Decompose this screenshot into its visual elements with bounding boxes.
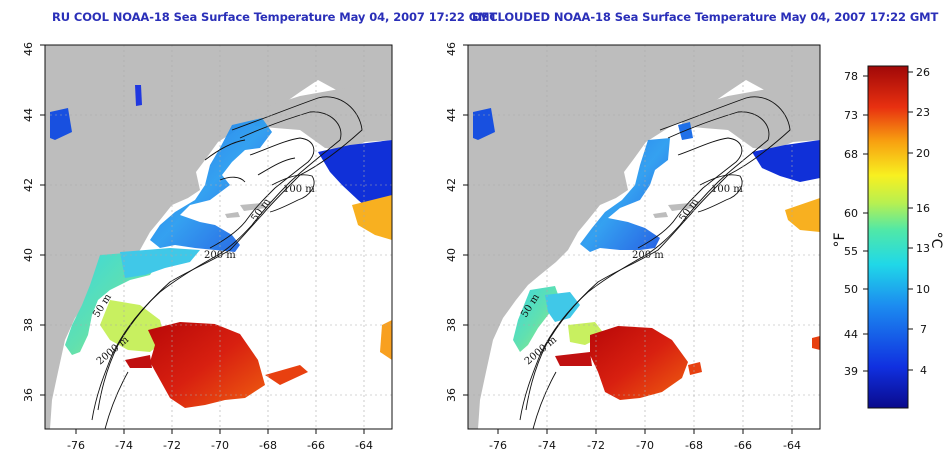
sst-warm-core xyxy=(590,326,688,400)
land-island xyxy=(225,212,240,218)
lat-tick-label: 44 xyxy=(445,108,458,122)
land-island xyxy=(240,203,266,211)
lon-tick-label: -70 xyxy=(211,439,229,452)
lat-tick-label: 36 xyxy=(445,388,458,402)
colorbar-gradient xyxy=(867,65,909,409)
bathymetry-contours xyxy=(519,96,791,429)
contour-label-100m: 100 m xyxy=(711,184,743,195)
lat-tick-label: 42 xyxy=(445,178,458,192)
bathymetry-contours xyxy=(91,96,363,429)
right-map-area: 100 m 50 m 200 m 50 m 2000 m xyxy=(468,45,820,429)
graticule xyxy=(468,45,820,429)
sst-coastal xyxy=(65,252,160,355)
lat-tick-label: 36 xyxy=(22,388,35,402)
lon-tick-label: -74 xyxy=(538,439,556,452)
sst-west-cold xyxy=(50,108,72,140)
lat-tick-label: 42 xyxy=(22,178,35,192)
colorbar-c-tick: 7 xyxy=(920,323,927,336)
left-map-area: 100 m 50 m 200 m 50 m 2000 m xyxy=(45,45,392,429)
sst-warm-core xyxy=(148,322,265,408)
sst-west-cold xyxy=(135,85,142,106)
lon-tick-label: -72 xyxy=(587,439,605,452)
sst-warm-tail xyxy=(265,365,308,385)
lon-tick-label: -72 xyxy=(163,439,181,452)
lat-tick-label: 40 xyxy=(22,248,35,262)
land-mass xyxy=(468,45,820,429)
colorbar-c-tick: 4 xyxy=(920,364,927,377)
colorbar-f-tick: 44 xyxy=(844,328,858,341)
sst-slope-warm xyxy=(785,198,820,232)
lon-tick-label: -68 xyxy=(685,439,703,452)
lat-tick-label: 46 xyxy=(445,42,458,56)
colorbar-f-tick: 55 xyxy=(844,245,858,258)
sst-midshelf xyxy=(120,248,200,278)
left-map-panel: 100 m 50 m 200 m 50 m 2000 m xyxy=(22,42,393,452)
land-mass xyxy=(45,45,392,429)
lat-tick-label: 44 xyxy=(22,108,35,122)
sst-slope-warm xyxy=(352,195,392,240)
sst-gulf-maine-cold xyxy=(752,140,820,182)
left-map-title: RU COOL NOAA-18 Sea Surface Temperature … xyxy=(52,10,498,24)
lon-tick-label: -74 xyxy=(115,439,133,452)
sst-gulf-maine-cold xyxy=(318,140,392,210)
lat-tick-label: 40 xyxy=(445,248,458,262)
colorbar-f-tick: 39 xyxy=(844,365,858,378)
colorbar-f-tick: 68 xyxy=(844,148,858,161)
sst-warm-tail xyxy=(555,352,592,366)
lon-tick-label: -70 xyxy=(636,439,654,452)
right-map-title: DECLOUDED NOAA-18 Sea Surface Temperatur… xyxy=(472,10,939,24)
lat-tick-label: 38 xyxy=(445,318,458,332)
left-map-frame xyxy=(44,44,393,430)
lon-tick-label: -68 xyxy=(259,439,277,452)
colorbar-unit-celsius: °C xyxy=(928,232,944,249)
sst-east-warm xyxy=(812,336,820,350)
contour-label-200m: 200 m xyxy=(632,250,664,261)
sst-warm-tail xyxy=(688,362,702,375)
colorbar-f-tick: 60 xyxy=(844,207,858,220)
right-map-panel: 100 m 50 m 200 m 50 m 2000 m xyxy=(445,42,821,452)
colorbar-unit-fahrenheit: °F xyxy=(832,232,848,247)
sst-east-warm xyxy=(380,320,392,360)
lon-tick-label: -64 xyxy=(783,439,801,452)
lat-tick-label: 38 xyxy=(22,318,35,332)
colorbar-f-tick: 78 xyxy=(844,70,858,83)
sst-west-cold xyxy=(473,108,495,140)
lon-tick-label: -66 xyxy=(307,439,325,452)
lat-tick-label: 46 xyxy=(22,42,35,56)
sst-coastal-yellow xyxy=(100,300,165,352)
land-island xyxy=(668,203,694,211)
colorbar-f-tick: 73 xyxy=(844,109,858,122)
colorbar-c-tick: 23 xyxy=(916,106,930,119)
colorbar-c-tick: 16 xyxy=(916,202,930,215)
temperature-colorbar: 78 73 68 60 55 50 44 39 26 23 20 16 13 1… xyxy=(832,65,944,409)
colorbar-c-tick: 26 xyxy=(916,66,930,79)
lon-tick-label: -64 xyxy=(355,439,373,452)
sst-shelf-cold xyxy=(580,138,670,252)
colorbar-c-tick: 13 xyxy=(916,242,930,255)
lon-tick-label: -76 xyxy=(489,439,507,452)
colorbar-c-tick: 10 xyxy=(916,283,930,296)
right-map-frame xyxy=(467,44,821,430)
sst-shelf-cold xyxy=(678,122,693,140)
land-island xyxy=(653,212,668,218)
colorbar-c-tick: 20 xyxy=(916,147,930,160)
contour-label-100m: 100 m xyxy=(283,184,315,195)
graticule xyxy=(45,45,392,429)
sst-midshelf xyxy=(545,292,580,322)
lon-tick-label: -76 xyxy=(67,439,85,452)
sst-warm-tail xyxy=(125,355,152,368)
lon-tick-label: -66 xyxy=(734,439,752,452)
colorbar-f-tick: 50 xyxy=(844,283,858,296)
